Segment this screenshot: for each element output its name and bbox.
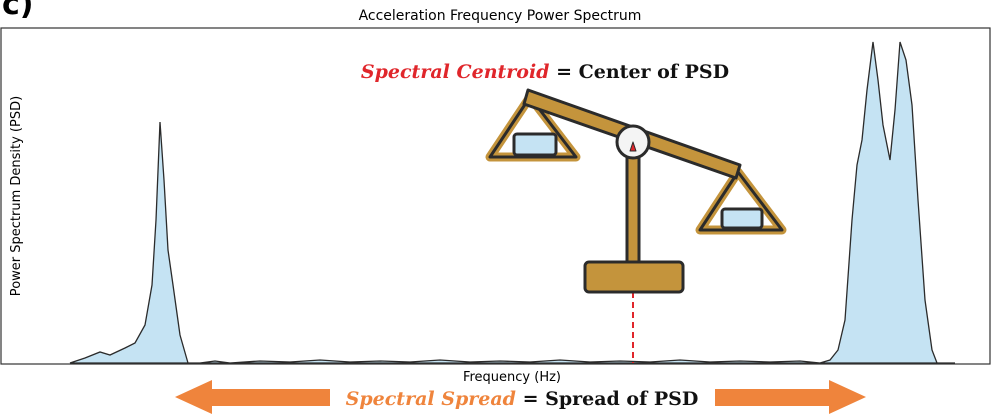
- plot-title: Acceleration Frequency Power Spectrum: [359, 8, 642, 24]
- centroid-definition: = Center of PSD: [556, 61, 729, 83]
- spread-caption: Spectral Spread = Spread of PSD: [346, 388, 699, 410]
- balance-scale: [490, 90, 782, 292]
- spread-definition: = Spread of PSD: [523, 388, 699, 410]
- spread-term: Spectral Spread: [346, 388, 516, 410]
- centroid-term: Spectral Centroid: [361, 61, 550, 83]
- figure: c) Acceleration Frequency Power Spectrum…: [0, 0, 996, 416]
- psd-spectrum: [70, 42, 955, 363]
- x-axis-label: Frequency (Hz): [463, 370, 561, 385]
- y-axis-label: Power Spectrum Density (PSD): [9, 96, 24, 296]
- panel-label: c): [2, 0, 34, 22]
- centroid-caption: Spectral Centroid = Center of PSD: [361, 61, 729, 83]
- right-arrow: [715, 380, 866, 414]
- left-arrow: [175, 380, 330, 414]
